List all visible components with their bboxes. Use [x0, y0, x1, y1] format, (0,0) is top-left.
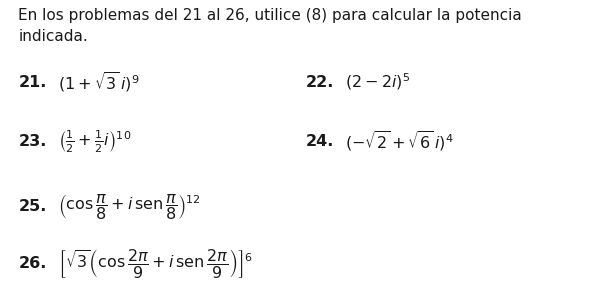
Text: 25.: 25.: [18, 199, 46, 214]
Text: $\left(\cos\dfrac{\pi}{8} + i\,\mathrm{sen}\,\dfrac{\pi}{8}\right)^{12}$: $\left(\cos\dfrac{\pi}{8} + i\,\mathrm{s…: [58, 192, 201, 222]
Text: 23.: 23.: [18, 134, 46, 149]
Text: $\left(\frac{1}{2} + \frac{1}{2}i\right)^{10}$: $\left(\frac{1}{2} + \frac{1}{2}i\right)…: [58, 128, 131, 155]
Text: 26.: 26.: [18, 256, 46, 271]
Text: $(1 + \sqrt{3}\,i)^9$: $(1 + \sqrt{3}\,i)^9$: [58, 70, 139, 94]
Text: 24.: 24.: [306, 134, 334, 149]
Text: $\left[\sqrt{3}\left(\cos\dfrac{2\pi}{9} + i\,\mathrm{sen}\,\dfrac{2\pi}{9}\righ: $\left[\sqrt{3}\left(\cos\dfrac{2\pi}{9}…: [58, 247, 253, 280]
Text: $(-\sqrt{2} + \sqrt{6}\,i)^4$: $(-\sqrt{2} + \sqrt{6}\,i)^4$: [345, 130, 454, 153]
Text: $(2 - 2i)^5$: $(2 - 2i)^5$: [345, 72, 411, 93]
Text: En los problemas del 21 al 26, utilice (8) para calcular la potencia
indicada.: En los problemas del 21 al 26, utilice (…: [18, 8, 522, 44]
Text: 22.: 22.: [306, 74, 334, 90]
Text: 21.: 21.: [18, 74, 46, 90]
